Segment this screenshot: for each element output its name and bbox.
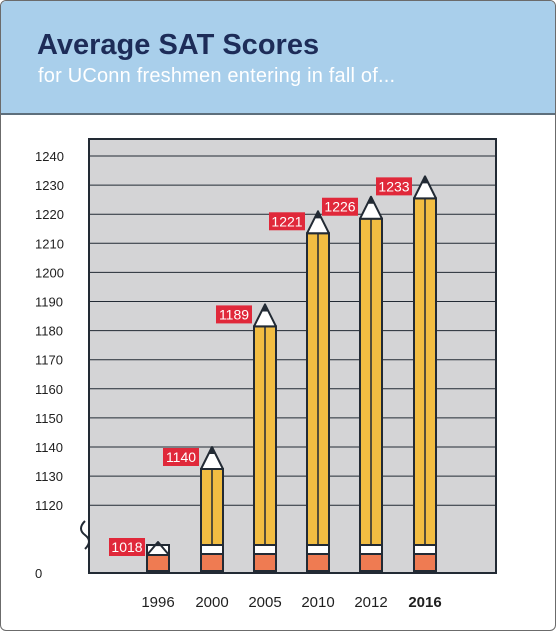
y-tick-label: 1230 bbox=[35, 178, 64, 193]
pencil-bar bbox=[306, 210, 330, 572]
y-tick-label: 1170 bbox=[35, 353, 63, 368]
y-tick-label: 1120 bbox=[35, 498, 63, 513]
data-label: 1140 bbox=[166, 449, 196, 465]
data-label-box bbox=[376, 177, 412, 196]
data-label: 1233 bbox=[378, 178, 409, 194]
y-tick-label: 1190 bbox=[35, 295, 63, 310]
chart-title: Average SAT Scores bbox=[37, 29, 320, 61]
data-label-box bbox=[269, 212, 305, 231]
axis-break-icon bbox=[80, 520, 90, 550]
x-category-label: 2012 bbox=[354, 594, 387, 611]
pencil-bar bbox=[146, 541, 170, 572]
y-tick-label: 1160 bbox=[35, 382, 63, 397]
chart-subtitle: for UConn freshmen entering in fall of..… bbox=[38, 65, 396, 87]
data-label: 1226 bbox=[324, 199, 355, 215]
y-tick-label: 0 bbox=[35, 566, 42, 581]
x-category-label: 2010 bbox=[301, 594, 334, 611]
data-label-box bbox=[322, 197, 358, 216]
data-label: 1018 bbox=[111, 539, 142, 555]
data-label-box bbox=[216, 305, 252, 324]
x-category-label: 2000 bbox=[195, 594, 228, 611]
pencil-bar bbox=[359, 195, 383, 572]
y-tick-label: 1180 bbox=[35, 324, 63, 339]
data-label: 1221 bbox=[271, 213, 302, 229]
y-tick-label: 1150 bbox=[35, 411, 63, 426]
data-label-box bbox=[163, 448, 199, 466]
y-tick-label: 1240 bbox=[35, 149, 64, 164]
x-category-label: 2016 bbox=[408, 594, 441, 611]
x-category-label: 2005 bbox=[248, 594, 281, 611]
y-tick-label: 1200 bbox=[35, 265, 64, 280]
y-tick-label: 1210 bbox=[35, 236, 64, 251]
x-category-label: 1996 bbox=[141, 594, 174, 611]
y-tick-label: 1140 bbox=[35, 440, 63, 455]
data-label: 1189 bbox=[219, 306, 249, 322]
pencil-bar bbox=[253, 303, 277, 572]
pencil-bar bbox=[200, 446, 224, 572]
y-tick-label: 1130 bbox=[35, 469, 63, 484]
pencil-bar bbox=[413, 175, 437, 572]
y-tick-label: 1220 bbox=[35, 207, 64, 222]
header-banner: Average SAT Scores for UConn freshmen en… bbox=[1, 1, 555, 115]
data-label-box bbox=[109, 538, 145, 556]
